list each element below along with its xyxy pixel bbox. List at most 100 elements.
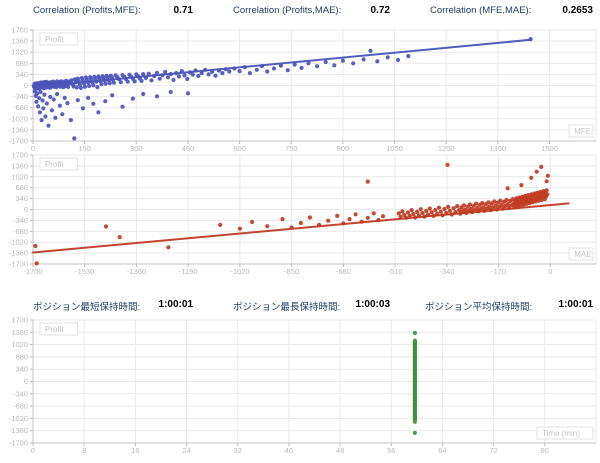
data-point (46, 123, 51, 128)
data-point (433, 207, 438, 213)
y-tick-label: 340 (15, 194, 28, 203)
data-point (35, 91, 40, 96)
data-point (86, 95, 91, 100)
correlation-profits-mfe-value: 0.71 (173, 5, 193, 16)
y-axis-label: Profit (45, 325, 64, 334)
data-point (62, 95, 67, 100)
x-tick-label: -680 (336, 267, 351, 276)
x-tick-label: -340 (439, 267, 454, 276)
data-point (455, 204, 460, 209)
data-point (420, 210, 425, 216)
data-point (48, 94, 53, 99)
data-point (254, 67, 259, 72)
y-tick-label: -1020 (9, 114, 28, 123)
data-point (285, 68, 290, 73)
data-point (412, 330, 417, 336)
y-tick-label: 1700 (11, 151, 28, 160)
data-point (33, 243, 38, 249)
data-point (141, 91, 146, 97)
data-point (34, 261, 39, 266)
data-point (125, 79, 130, 84)
data-point (185, 76, 190, 82)
y-tick-label: -340 (13, 389, 28, 398)
data-point (340, 58, 345, 63)
data-point (504, 197, 509, 202)
data-point (171, 77, 176, 83)
x-tick-label: 750 (285, 144, 298, 153)
y-tick-label: 340 (15, 70, 28, 79)
data-point (163, 69, 168, 74)
data-point (400, 209, 405, 214)
x-axis-label: MFE (574, 127, 591, 136)
data-point (351, 61, 356, 66)
data-point (82, 84, 88, 89)
x-tick-label: 1500 (541, 144, 558, 153)
data-point (57, 103, 63, 108)
y-tick-label: 1020 (11, 172, 28, 181)
y-tick-label: -1700 (9, 260, 28, 269)
y-tick-label: 680 (15, 183, 28, 192)
data-point (154, 70, 160, 75)
data-point (154, 94, 160, 99)
profit-vs-mfe-trendline (32, 38, 532, 88)
profit-vs-mfe-scatter-chart: 1700 1360 1020 680 340 0 -340 -680 -1020 -1360 -17… (9, 26, 597, 153)
data-point (213, 73, 218, 78)
y-tick-label: -680 (13, 227, 28, 236)
data-point (43, 114, 48, 119)
data-point (117, 235, 122, 240)
y-tick-label: -680 (13, 402, 28, 411)
data-point (463, 207, 468, 212)
data-point (168, 89, 173, 95)
x-tick-label: 1050 (386, 144, 403, 153)
data-point (326, 218, 331, 223)
data-point (42, 92, 47, 97)
data-point (265, 224, 270, 229)
holding-time-stats-row: ポジション最短保持時間: 1:00:01 ポジション最長保持時間: 1:00:0… (0, 299, 600, 313)
y-tick-label: -1020 (9, 414, 28, 423)
data-point (185, 91, 191, 96)
data-point (429, 210, 434, 215)
data-point (53, 115, 58, 120)
data-point (130, 96, 135, 101)
y-tick-label: -1360 (9, 249, 28, 258)
data-point (237, 226, 242, 231)
x-tick-label: 0 (548, 267, 552, 276)
data-point (146, 71, 151, 76)
data-point (91, 83, 96, 88)
data-point (110, 93, 115, 98)
data-point (306, 61, 311, 66)
data-point (66, 84, 71, 89)
data-point (75, 98, 80, 103)
data-point (220, 71, 225, 76)
data-point (120, 104, 125, 109)
data-point (385, 55, 390, 60)
x-tick-label: 1350 (490, 144, 507, 153)
data-point (250, 219, 255, 225)
data-point (529, 175, 534, 180)
data-point (534, 169, 539, 174)
data-point (480, 201, 485, 206)
correlation-profits-mae-value: 0.72 (370, 5, 390, 16)
data-point (37, 96, 42, 101)
data-point (74, 85, 79, 90)
y-tick-label: -680 (13, 103, 28, 112)
max-holding-time-value: 1:00:03 (355, 299, 390, 310)
data-point (492, 199, 497, 204)
data-point (418, 207, 423, 212)
y-tick-label: 1360 (11, 328, 28, 337)
data-point (68, 118, 73, 123)
data-point (461, 203, 466, 208)
y-axis-label-box (39, 32, 79, 46)
x-tick-label: 56 (387, 446, 395, 455)
data-point (44, 101, 49, 106)
x-axis-label: MAE (574, 250, 591, 259)
data-point (545, 173, 551, 178)
data-point (505, 186, 510, 191)
data-point (118, 80, 123, 85)
data-point (218, 222, 223, 227)
y-tick-label: 340 (15, 365, 28, 374)
data-point (103, 81, 108, 86)
y-tick-label: 0 (24, 377, 28, 386)
data-point (87, 83, 92, 89)
